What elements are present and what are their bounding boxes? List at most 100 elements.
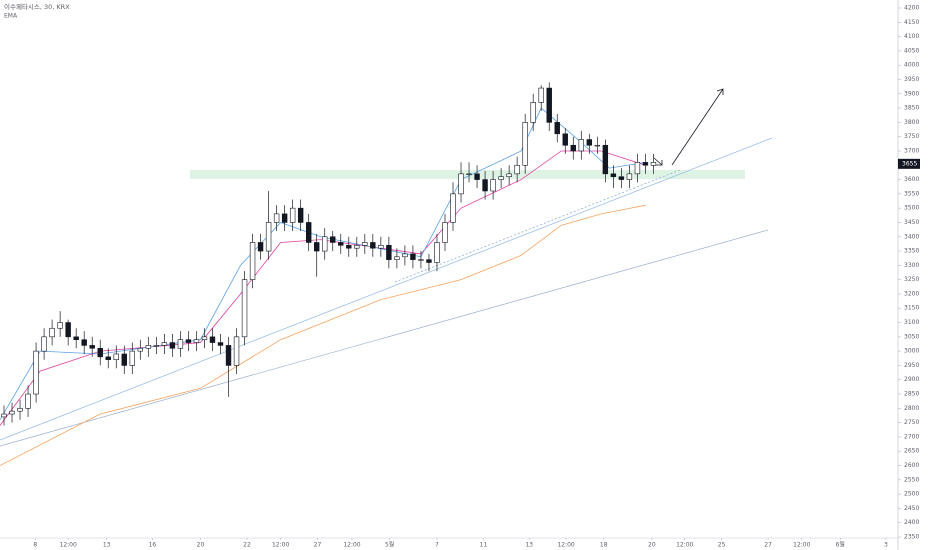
candle-body — [506, 173, 512, 178]
candle-body — [474, 173, 480, 180]
x-tick-label: 8 — [33, 542, 37, 549]
y-tick-label: 3150 — [904, 305, 919, 312]
candle-body — [129, 350, 135, 366]
candle-body — [305, 222, 312, 243]
candle-body — [650, 162, 657, 166]
y-tick-label: 4100 — [904, 33, 919, 40]
x-tick-label: 7 — [435, 542, 439, 549]
arrow-head — [716, 88, 724, 95]
x-tick-label: 5월 — [385, 541, 394, 549]
candle-body — [442, 222, 448, 243]
candle-body — [273, 213, 280, 223]
candle-body — [498, 176, 504, 180]
y-tick-label: 4150 — [904, 19, 919, 26]
candle-body — [538, 87, 544, 103]
trend-line — [0, 229, 769, 447]
candle-body — [466, 173, 472, 175]
candle-body — [201, 336, 208, 340]
candle-body — [402, 253, 408, 258]
candle-body — [25, 393, 31, 409]
trend-line — [0, 137, 773, 441]
x-tick-label: 27 — [764, 542, 772, 549]
candle-body — [177, 339, 184, 349]
candle-body — [89, 345, 95, 349]
y-tick-label: 4050 — [904, 47, 919, 54]
indicator-label: EMA — [4, 13, 18, 20]
candle-body — [161, 342, 168, 346]
candle-body — [642, 162, 649, 166]
y-tick-label: 3550 — [904, 190, 919, 197]
candle-body — [1, 413, 7, 418]
candle-body — [225, 345, 232, 366]
y-tick-label: 3950 — [904, 76, 919, 83]
candle-body — [153, 345, 160, 347]
chart-title: 이수페타시스, 30, KRX — [4, 2, 70, 11]
candle-body — [113, 353, 119, 361]
y-tick-label: 2750 — [904, 419, 919, 426]
y-tick-label: 3000 — [904, 348, 919, 355]
x-tick-label: 20 — [648, 542, 656, 549]
candle-body — [546, 87, 552, 123]
y-tick-label: 2500 — [904, 491, 919, 498]
y-tick-label: 2600 — [904, 462, 919, 469]
y-tick-label: 4200 — [904, 5, 919, 12]
candle-body — [9, 410, 15, 415]
candle-body — [57, 322, 63, 329]
y-tick-label: 3600 — [904, 176, 919, 183]
candle-body — [289, 207, 296, 223]
candle-body — [330, 236, 336, 243]
candle-body — [410, 253, 416, 260]
y-tick-label: 2900 — [904, 376, 919, 383]
trend-line — [394, 169, 681, 283]
candle-body — [386, 245, 392, 260]
ema-line — [0, 204, 646, 466]
arrow-head — [656, 160, 663, 166]
x-tick-label: 13 — [103, 542, 111, 549]
y-tick-label: 2400 — [904, 519, 919, 526]
candle-body — [434, 242, 440, 263]
candle-body — [145, 345, 152, 349]
candle-body — [530, 102, 536, 123]
candle-body — [362, 242, 368, 246]
candle-body — [193, 339, 200, 343]
candle-body — [313, 242, 320, 252]
y-tick-label: 3400 — [904, 233, 919, 240]
candle-body — [281, 213, 288, 223]
y-tick-label: 3850 — [904, 105, 919, 112]
candle-body — [241, 279, 248, 338]
candle-body — [378, 245, 384, 249]
candle-body — [322, 236, 328, 252]
candle-body — [209, 336, 216, 343]
candle-body — [562, 133, 568, 146]
y-tick-label: 2950 — [904, 362, 919, 369]
x-tick-label: 12:00 — [343, 542, 360, 549]
candle-body — [450, 193, 456, 223]
arrow — [653, 157, 663, 166]
x-tick-label: 12:00 — [557, 542, 574, 549]
y-tick-label: 2700 — [904, 433, 919, 440]
candle-body — [618, 176, 625, 180]
y-tick-label: 3700 — [904, 147, 919, 154]
candle-body — [105, 356, 111, 361]
candle-body — [73, 336, 79, 340]
x-tick-label: 3 — [884, 542, 888, 549]
candle-body — [634, 162, 641, 175]
x-tick-label: 20 — [197, 542, 205, 549]
candle-body — [65, 322, 71, 338]
y-tick-label: 2850 — [904, 391, 919, 398]
y-tick-label: 3800 — [904, 119, 919, 126]
candle-body — [514, 164, 520, 175]
x-tick-label: 16 — [149, 542, 157, 549]
candle-body — [458, 173, 464, 195]
candle-body — [586, 139, 593, 146]
candle-body — [426, 259, 432, 263]
candle-body — [49, 327, 55, 338]
y-tick-label: 3050 — [904, 333, 919, 340]
y-tick-label: 3250 — [904, 276, 919, 283]
candle-body — [17, 408, 23, 412]
y-tick-label: 3100 — [904, 319, 919, 326]
candle-body — [265, 222, 272, 252]
candle-body — [346, 245, 352, 249]
